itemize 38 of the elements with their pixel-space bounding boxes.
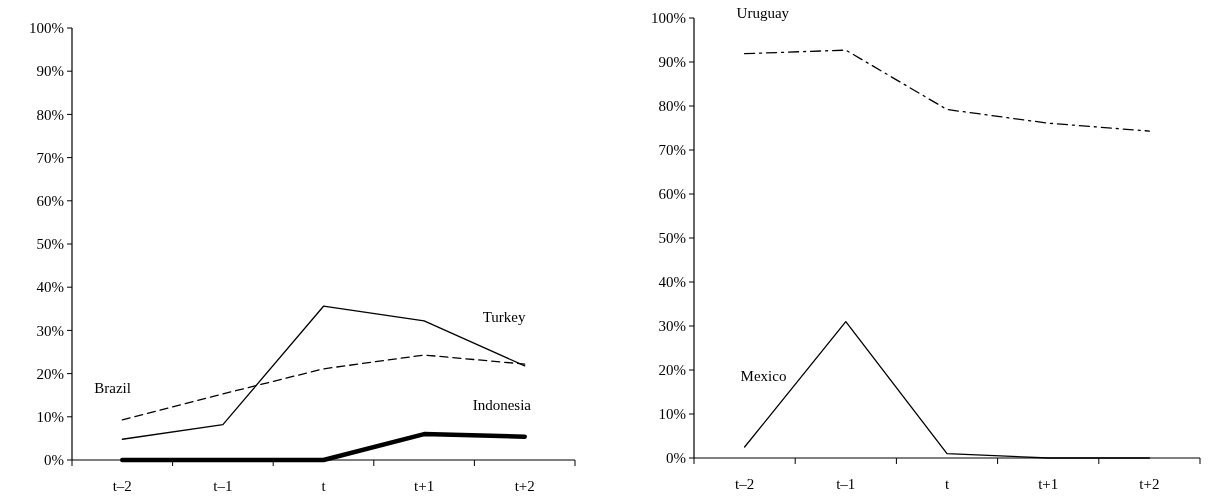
y-tick-label: 70% — [36, 149, 64, 166]
series-label: Indonesia — [472, 397, 532, 414]
y-tick-label: 90% — [658, 54, 686, 71]
x-tick-label: t–1 — [213, 478, 233, 494]
series-label: Mexico — [740, 368, 787, 384]
series-label: Turkey — [482, 308, 526, 325]
x-tick-label: t+2 — [514, 478, 535, 494]
y-tick-label: 90% — [36, 63, 64, 80]
y-tick-label: 80% — [36, 106, 64, 123]
x-tick-label: t–2 — [112, 478, 132, 494]
y-tick-label: 30% — [36, 322, 64, 339]
y-tick-label: 20% — [658, 362, 686, 379]
y-tick-label: 60% — [36, 193, 64, 210]
y-tick-label: 50% — [658, 230, 686, 247]
x-tick-label: t–2 — [735, 476, 755, 492]
series-label: Brazil — [94, 380, 131, 397]
y-tick-label: 70% — [658, 142, 686, 159]
y-tick-label: 40% — [658, 274, 686, 291]
x-tick-label: t — [944, 476, 950, 492]
y-tick-label: 30% — [658, 318, 686, 335]
y-tick-label: 50% — [36, 236, 64, 253]
x-tick-label: t+1 — [1038, 476, 1059, 492]
text: Uruguay — [736, 5, 790, 21]
x-tick-label: t–1 — [836, 476, 856, 492]
y-tick-label: 0% — [44, 452, 64, 469]
y-tick-label: 80% — [658, 98, 686, 115]
x-tick-label: t — [321, 478, 327, 494]
y-tick-label: 100% — [651, 10, 686, 27]
y-tick-label: 40% — [36, 279, 64, 296]
x-tick-label: t+2 — [1139, 476, 1160, 492]
y-tick-label: 10% — [36, 409, 64, 426]
x-tick-label: t+1 — [414, 478, 435, 494]
y-tick-label: 0% — [666, 450, 686, 467]
y-tick-label: 10% — [658, 406, 686, 423]
y-tick-label: 20% — [36, 365, 64, 382]
y-tick-label: 100% — [29, 20, 64, 37]
line-series — [743, 49, 1151, 132]
y-tick-label: 60% — [658, 186, 686, 203]
